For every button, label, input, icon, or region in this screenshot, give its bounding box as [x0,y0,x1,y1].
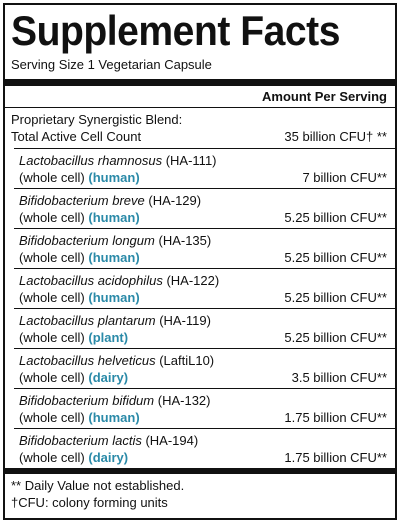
ingredient-row: Lactobacillus rhamnosus (HA-111) (whole c… [5,148,395,188]
form: (whole cell) [19,410,85,425]
strain: (HA-119) [159,313,211,328]
strain: (HA-129) [148,193,202,208]
strain: (HA-135) [158,233,212,248]
title: Supplement Facts [11,7,340,54]
strain: (HA-111) [165,153,217,168]
rule [14,148,395,149]
ingredient-line: (whole cell) (dairy) [19,450,128,465]
serving-size: Serving Size 1 Vegetarian Capsule [11,57,212,72]
ingredient-line: Bifidobacterium lactis (HA-194) [19,433,198,448]
ingredient-name: Lactobacillus plantarum [19,313,156,328]
thick-rule [5,79,395,86]
blend-name: Proprietary Synergistic Blend: [11,112,183,127]
ingredient-name: Bifidobacterium breve [19,193,145,208]
footnote: ** Daily Value not established. [11,478,185,493]
column-header: Amount Per Serving [262,89,387,104]
ingredient-line: (whole cell) (human) [19,290,140,305]
ingredient-line: Bifidobacterium breve (HA-129) [19,193,201,208]
strain: (HA-122) [166,273,220,288]
strain: (HA-132) [157,393,211,408]
ingredient-line: (whole cell) (human) [19,170,140,185]
source: (human) [88,290,140,305]
source: (human) [88,170,140,185]
amount: 3.5 billion CFU** [291,370,387,385]
ingredient-line: (whole cell) (human) [19,250,140,265]
ingredient-name: Bifidobacterium lactis [19,433,142,448]
ingredient-line: Bifidobacterium longum (HA-135) [19,233,211,248]
form: (whole cell) [19,290,85,305]
ingredient-line: Bifidobacterium bifidum (HA-132) [19,393,211,408]
source: (dairy) [88,370,129,385]
ingredient-row: Bifidobacterium lactis (HA-194) (whole ce… [5,428,395,468]
ingredient-line: (whole cell) (human) [19,210,140,225]
source: (human) [88,250,140,265]
amount: 7 billion CFU** [302,170,387,185]
ingredient-row: Lactobacillus acidophilus (HA-122) (whole… [5,268,395,308]
source: (human) [88,410,140,425]
source: (dairy) [88,450,129,465]
amount: 5.25 billion CFU** [284,290,387,305]
amount: 1.75 billion CFU** [284,450,387,465]
source: (human) [88,210,140,225]
rule [14,228,395,229]
ingredient-name: Lactobacillus acidophilus [19,273,163,288]
strain: (HA-194) [145,433,199,448]
rule [5,107,395,108]
ingredient-row: Lactobacillus plantarum (HA-119) (whole c… [5,308,395,348]
blend-total-label: Total Active Cell Count [11,129,142,144]
amount: 1.75 billion CFU** [284,410,387,425]
ingredient-row: Bifidobacterium bifidum (HA-132) (whole c… [5,388,395,428]
rule [14,188,395,189]
ingredient-row: Bifidobacterium breve (HA-129) (whole cel… [5,188,395,228]
ingredient-row: Lactobacillus helveticus (LaftiL10) (whol… [5,348,395,388]
supplement-facts-label: Supplement Facts Serving Size 1 Vegetari… [3,3,397,520]
ingredient-line: Lactobacillus plantarum (HA-119) [19,313,211,328]
ingredient-line: (whole cell) (plant) [19,330,128,345]
ingredient-name: Lactobacillus rhamnosus [19,153,163,168]
thick-rule [5,468,395,474]
form: (whole cell) [19,170,85,185]
rule [14,388,395,389]
ingredient-line: (whole cell) (dairy) [19,370,128,385]
ingredient-line: Lactobacillus acidophilus (HA-122) [19,273,219,288]
ingredient-line: (whole cell) (human) [19,410,140,425]
rule [14,268,395,269]
form: (whole cell) [19,450,85,465]
form: (whole cell) [19,330,85,345]
form: (whole cell) [19,250,85,265]
source: (plant) [88,330,129,345]
ingredient-row: Bifidobacterium longum (HA-135) (whole ce… [5,228,395,268]
amount: 5.25 billion CFU** [284,210,387,225]
ingredient-line: Lactobacillus helveticus (LaftiL10) [19,353,214,368]
rule [14,348,395,349]
form: (whole cell) [19,370,85,385]
ingredient-line: Lactobacillus rhamnosus (HA-111) [19,153,217,168]
amount: 5.25 billion CFU** [284,330,387,345]
ingredient-name: Bifidobacterium longum [19,233,155,248]
footnote: †CFU: colony forming units [11,495,168,510]
amount: 5.25 billion CFU** [284,250,387,265]
blend-total-amount: 35 billion CFU† ** [284,129,387,144]
ingredient-name: Bifidobacterium bifidum [19,393,155,408]
ingredient-name: Lactobacillus helveticus [19,353,156,368]
rule [14,308,395,309]
form: (whole cell) [19,210,85,225]
strain: (LaftiL10) [159,353,215,368]
rule [14,428,395,429]
